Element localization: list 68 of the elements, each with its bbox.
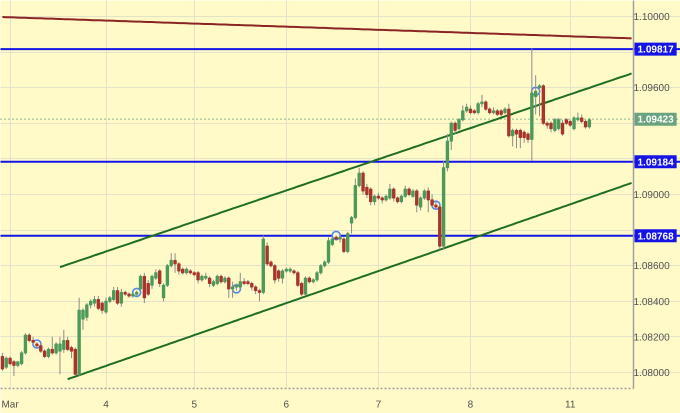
candlestick (208, 276, 212, 288)
y-tick-label: 1.08200 (634, 332, 670, 344)
y-tick-label: 1.08400 (634, 296, 670, 308)
candlestick (4, 356, 8, 370)
candlestick (361, 170, 365, 195)
candlestick (238, 272, 242, 290)
y-tick-label: 1.08000 (634, 368, 670, 379)
candlestick (415, 188, 418, 213)
candlestick (304, 276, 308, 296)
x-tick-label: 8 (468, 400, 474, 410)
candlestick (280, 268, 284, 284)
candlestick (92, 295, 96, 308)
y-tick-label: 1.09600 (634, 83, 670, 94)
candlestick (526, 132, 530, 144)
ref-line-label: 1.09184 (638, 157, 674, 168)
candlestick (96, 295, 100, 311)
candlestick (258, 288, 262, 302)
ref-line-label: 1.08768 (638, 231, 674, 242)
candlestick (12, 360, 16, 377)
x-tick-label: Mar (1, 400, 20, 410)
candlestick (588, 117, 592, 130)
x-tick-label: 4 (103, 400, 110, 410)
candlestick (346, 231, 350, 254)
candlestick (560, 119, 564, 136)
candlestick (369, 186, 372, 206)
ref-line-label: 1.09817 (638, 44, 674, 56)
line-series (1, 16, 633, 40)
candlestick (342, 236, 346, 254)
candlestick (0, 352, 4, 372)
candlestick (58, 336, 62, 375)
y-tick-label: 1.08600 (634, 261, 670, 272)
candlestick (514, 128, 518, 149)
candlestick (510, 128, 514, 147)
candlestick (572, 116, 576, 131)
candlestick (426, 186, 430, 213)
candlestick (158, 268, 162, 288)
candlestick (553, 117, 557, 133)
candlestick (230, 281, 234, 298)
candlestick (150, 274, 154, 290)
candlestick (46, 347, 50, 359)
x-tick-label: 7 (376, 400, 382, 410)
candlestick (216, 274, 219, 286)
candlestick (173, 252, 177, 274)
candlestick (50, 336, 54, 356)
candlestick (116, 286, 120, 306)
candlestick (522, 130, 526, 144)
candlestick (120, 288, 124, 308)
candlestick (276, 268, 280, 282)
line-series (58, 72, 633, 268)
candlestick (453, 121, 457, 134)
y-tick-label: 1.10000 (634, 12, 670, 24)
x-tick-label: 11 (565, 400, 576, 410)
line-series (66, 182, 633, 380)
candlestick (265, 242, 269, 266)
candlestick (388, 183, 392, 200)
candlestick (142, 272, 146, 304)
candlestick (104, 297, 108, 314)
candlestick (138, 274, 142, 292)
candlestick (273, 263, 276, 284)
candlestick (227, 276, 230, 298)
candlestick (112, 286, 116, 302)
candlestick (518, 128, 522, 149)
ref-line-label: 1.09423 (638, 114, 674, 126)
x-tick-label: 5 (191, 400, 198, 410)
candlestick (392, 186, 396, 202)
y-tick-label: 1.09000 (634, 190, 670, 201)
x-tick-label: 6 (284, 400, 290, 410)
candlestick (196, 270, 200, 284)
